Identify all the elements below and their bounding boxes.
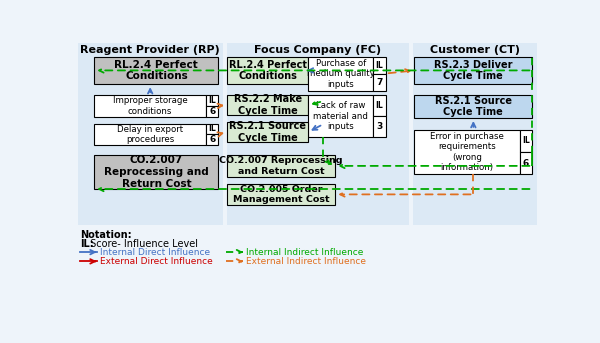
Bar — [373, 74, 386, 91]
Bar — [415, 57, 532, 84]
Text: RS.2.1 Source
Cycle Time: RS.2.1 Source Cycle Time — [435, 96, 512, 117]
Bar — [227, 95, 308, 115]
Text: Internal Direct Influence: Internal Direct Influence — [100, 248, 210, 257]
Bar — [94, 57, 218, 84]
Bar — [227, 57, 308, 84]
Text: External Direct Influence: External Direct Influence — [100, 257, 212, 266]
Text: Lack of raw
material and
inputs: Lack of raw material and inputs — [313, 101, 368, 131]
Text: RL.2.4 Perfect
Conditions: RL.2.4 Perfect Conditions — [229, 60, 307, 81]
Text: RS.2.1 Source
Cycle Time: RS.2.1 Source Cycle Time — [229, 121, 306, 143]
Bar — [415, 95, 532, 118]
Text: Notation:: Notation: — [80, 230, 131, 240]
Text: CO.2.005 Order
Management Cost: CO.2.005 Order Management Cost — [233, 185, 329, 204]
Text: IL: IL — [376, 101, 383, 110]
Text: IL: IL — [208, 125, 216, 133]
Text: IL:: IL: — [80, 239, 94, 249]
Bar — [206, 123, 218, 134]
Text: CO.2.007 Reprocessing
and Return Cost: CO.2.007 Reprocessing and Return Cost — [220, 156, 343, 176]
Text: Delay in export
procedures: Delay in export procedures — [117, 125, 183, 144]
Text: Purchase of
medium quality
inputs: Purchase of medium quality inputs — [307, 59, 374, 89]
Bar — [413, 43, 537, 225]
Bar — [94, 123, 206, 145]
Bar — [373, 57, 386, 74]
Text: RS.2.3 Deliver
Cycle Time: RS.2.3 Deliver Cycle Time — [434, 60, 512, 81]
Bar — [520, 130, 532, 152]
Text: 6: 6 — [209, 107, 215, 116]
Bar — [520, 152, 532, 174]
Bar — [415, 130, 520, 174]
Text: IL: IL — [208, 96, 216, 105]
Text: Error in purchase
requirements
(wrong
information): Error in purchase requirements (wrong in… — [430, 132, 504, 172]
Bar — [206, 134, 218, 145]
Bar — [78, 43, 223, 225]
Text: Focus Company (FC): Focus Company (FC) — [254, 45, 381, 56]
Bar — [373, 95, 386, 116]
Text: Customer (CT): Customer (CT) — [430, 45, 520, 56]
Text: Reagent Provider (RP): Reagent Provider (RP) — [80, 45, 220, 56]
Text: External Indirect Influence: External Indirect Influence — [246, 257, 366, 266]
Text: RS.2.2 Make
Cycle Time: RS.2.2 Make Cycle Time — [233, 94, 302, 116]
Text: 6: 6 — [523, 159, 529, 168]
Bar — [308, 95, 373, 138]
Bar — [373, 116, 386, 138]
Text: Improper storage
conditions: Improper storage conditions — [113, 96, 188, 116]
Text: 7: 7 — [376, 78, 383, 87]
Bar — [227, 184, 335, 205]
Text: 6: 6 — [209, 135, 215, 144]
Text: CO.2.007
Reprocessing and
Return Cost: CO.2.007 Reprocessing and Return Cost — [104, 155, 209, 189]
Text: 3: 3 — [376, 122, 383, 131]
Bar — [206, 106, 218, 117]
Bar — [94, 95, 206, 117]
Bar — [227, 155, 335, 177]
Bar — [308, 57, 373, 91]
Text: IL: IL — [376, 61, 383, 70]
Bar — [94, 155, 218, 189]
Bar — [206, 95, 218, 106]
Text: IL: IL — [522, 137, 530, 145]
Text: Score- Influence Level: Score- Influence Level — [88, 239, 199, 249]
Text: Internal Indirect Influence: Internal Indirect Influence — [246, 248, 364, 257]
Bar — [227, 122, 308, 142]
Bar — [227, 43, 409, 225]
Text: RL.2.4 Perfect
Conditions: RL.2.4 Perfect Conditions — [115, 60, 198, 81]
